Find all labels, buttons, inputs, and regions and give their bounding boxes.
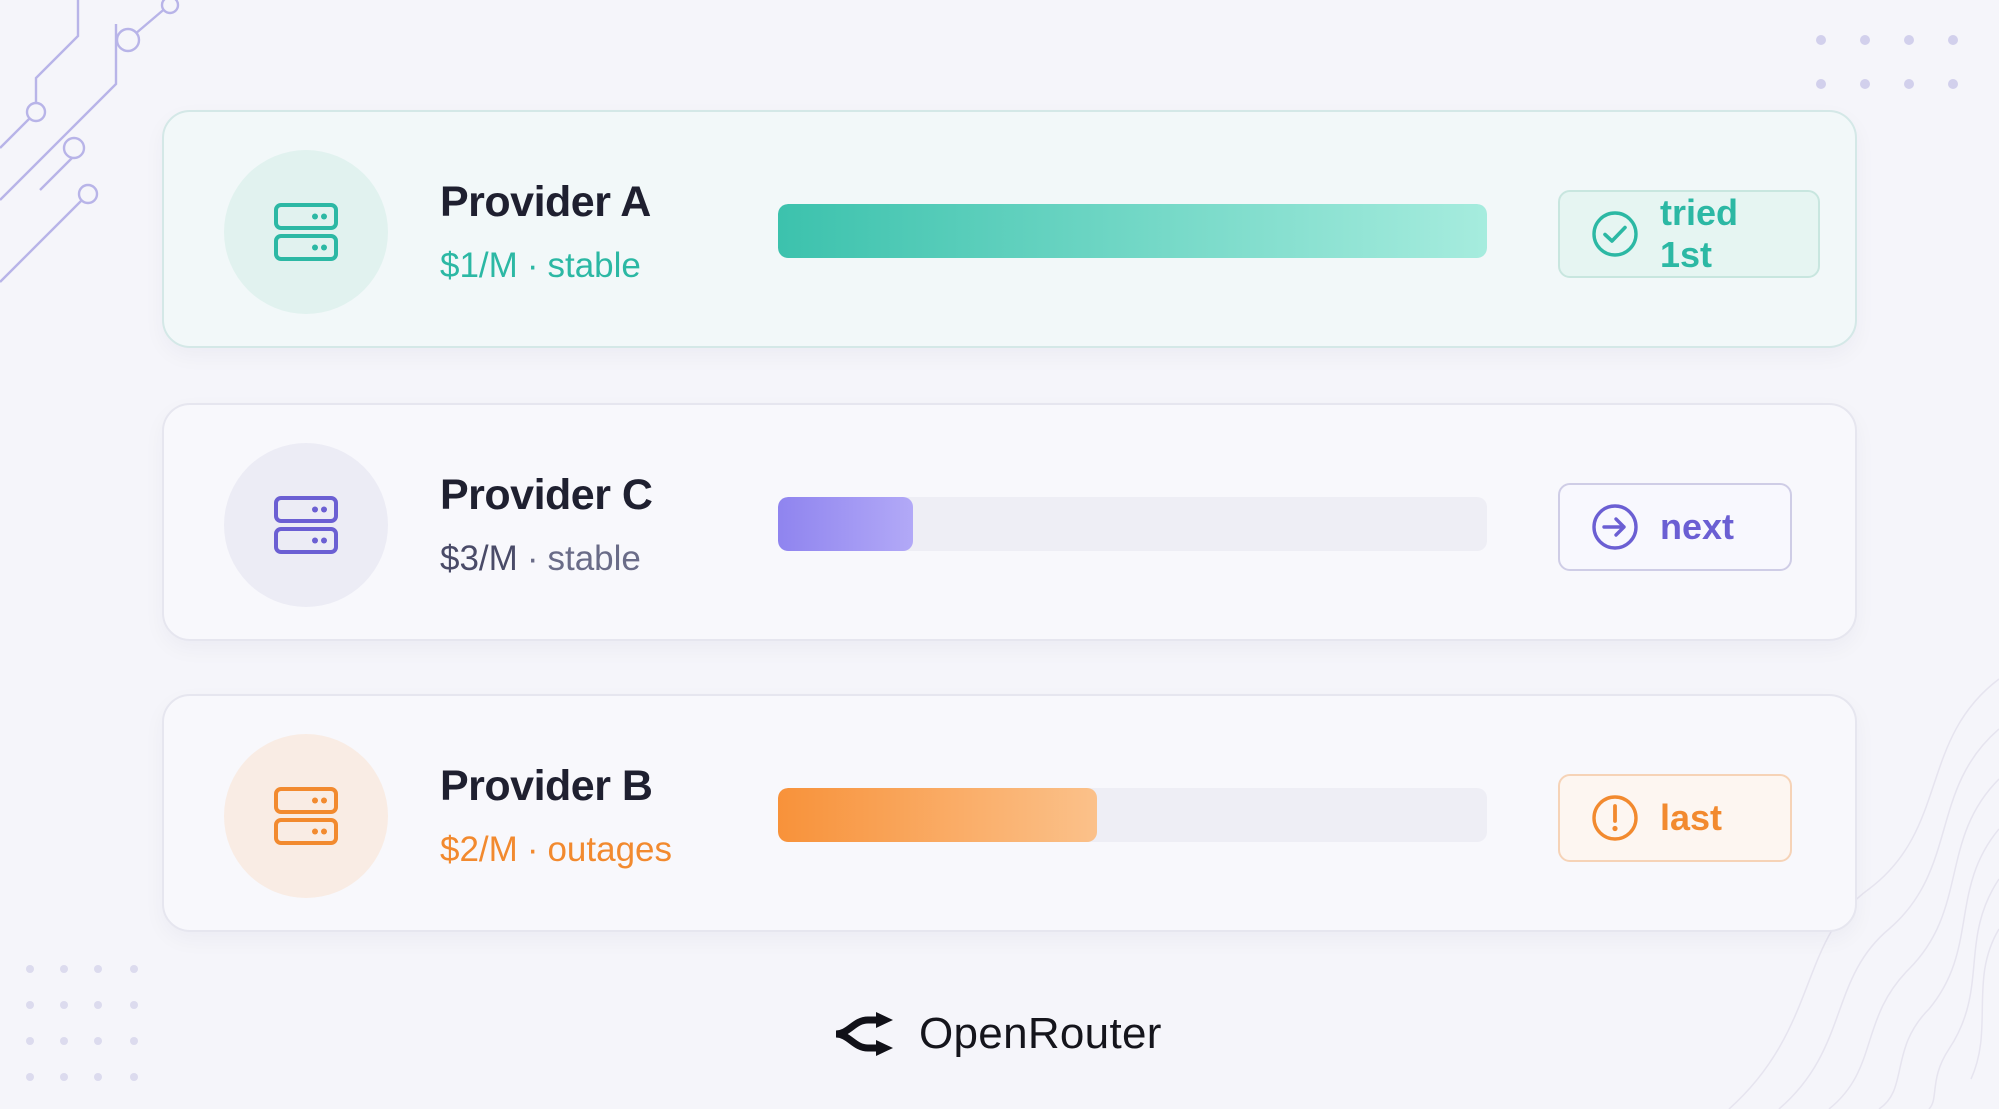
provider-name: Provider A <box>440 178 651 226</box>
arrow-right-circle-icon <box>1592 504 1638 550</box>
order-badge-last: last <box>1558 774 1792 862</box>
server-icon <box>274 203 338 261</box>
provider-status: stable <box>547 246 641 285</box>
provider-meta: $3/M · stable <box>440 539 641 579</box>
order-badge-tried-first: tried 1st <box>1558 190 1820 278</box>
provider-card-c[interactable]: Provider C $3/M · stable next <box>162 403 1857 641</box>
provider-name: Provider C <box>440 471 653 519</box>
badge-label: tried 1st <box>1660 192 1739 275</box>
badge-label: next <box>1660 506 1735 547</box>
provider-card-b[interactable]: Provider B $2/M · outages last <box>162 694 1857 932</box>
meta-separator: · <box>526 246 539 285</box>
priority-bar-track <box>778 788 1487 842</box>
order-badge-next: next <box>1558 483 1792 571</box>
provider-meta: $1/M · stable <box>440 246 641 286</box>
provider-icon-circle <box>224 443 388 607</box>
provider-icon-circle <box>224 734 388 898</box>
provider-meta: $2/M · outages <box>440 830 672 870</box>
brand-name: OpenRouter <box>919 1009 1162 1058</box>
priority-bar-fill <box>778 497 913 551</box>
provider-price: $1/M <box>440 246 518 285</box>
meta-separator: · <box>526 830 539 869</box>
server-icon <box>274 787 338 845</box>
alert-circle-icon <box>1592 795 1638 841</box>
provider-card-a[interactable]: Provider A $1/M · stable tried 1st <box>162 110 1857 348</box>
dot-grid-decoration <box>1816 35 1958 89</box>
meta-separator: · <box>526 539 539 578</box>
priority-bar-fill <box>778 788 1098 842</box>
check-circle-icon <box>1592 211 1638 257</box>
priority-bar-track <box>778 497 1487 551</box>
provider-price: $2/M <box>440 830 518 869</box>
dot-grid-decoration <box>26 965 138 1081</box>
provider-price: $3/M <box>440 539 518 578</box>
provider-status: outages <box>547 830 673 869</box>
priority-bar-track <box>778 204 1487 258</box>
openrouter-brand: OpenRouter <box>833 1004 1162 1064</box>
server-icon <box>274 496 338 554</box>
badge-label: last <box>1660 797 1723 838</box>
priority-bar-fill <box>778 204 1487 258</box>
provider-icon-circle <box>224 150 388 314</box>
provider-name: Provider B <box>440 762 653 810</box>
provider-status: stable <box>547 539 641 578</box>
openrouter-logo-icon <box>835 1012 893 1056</box>
